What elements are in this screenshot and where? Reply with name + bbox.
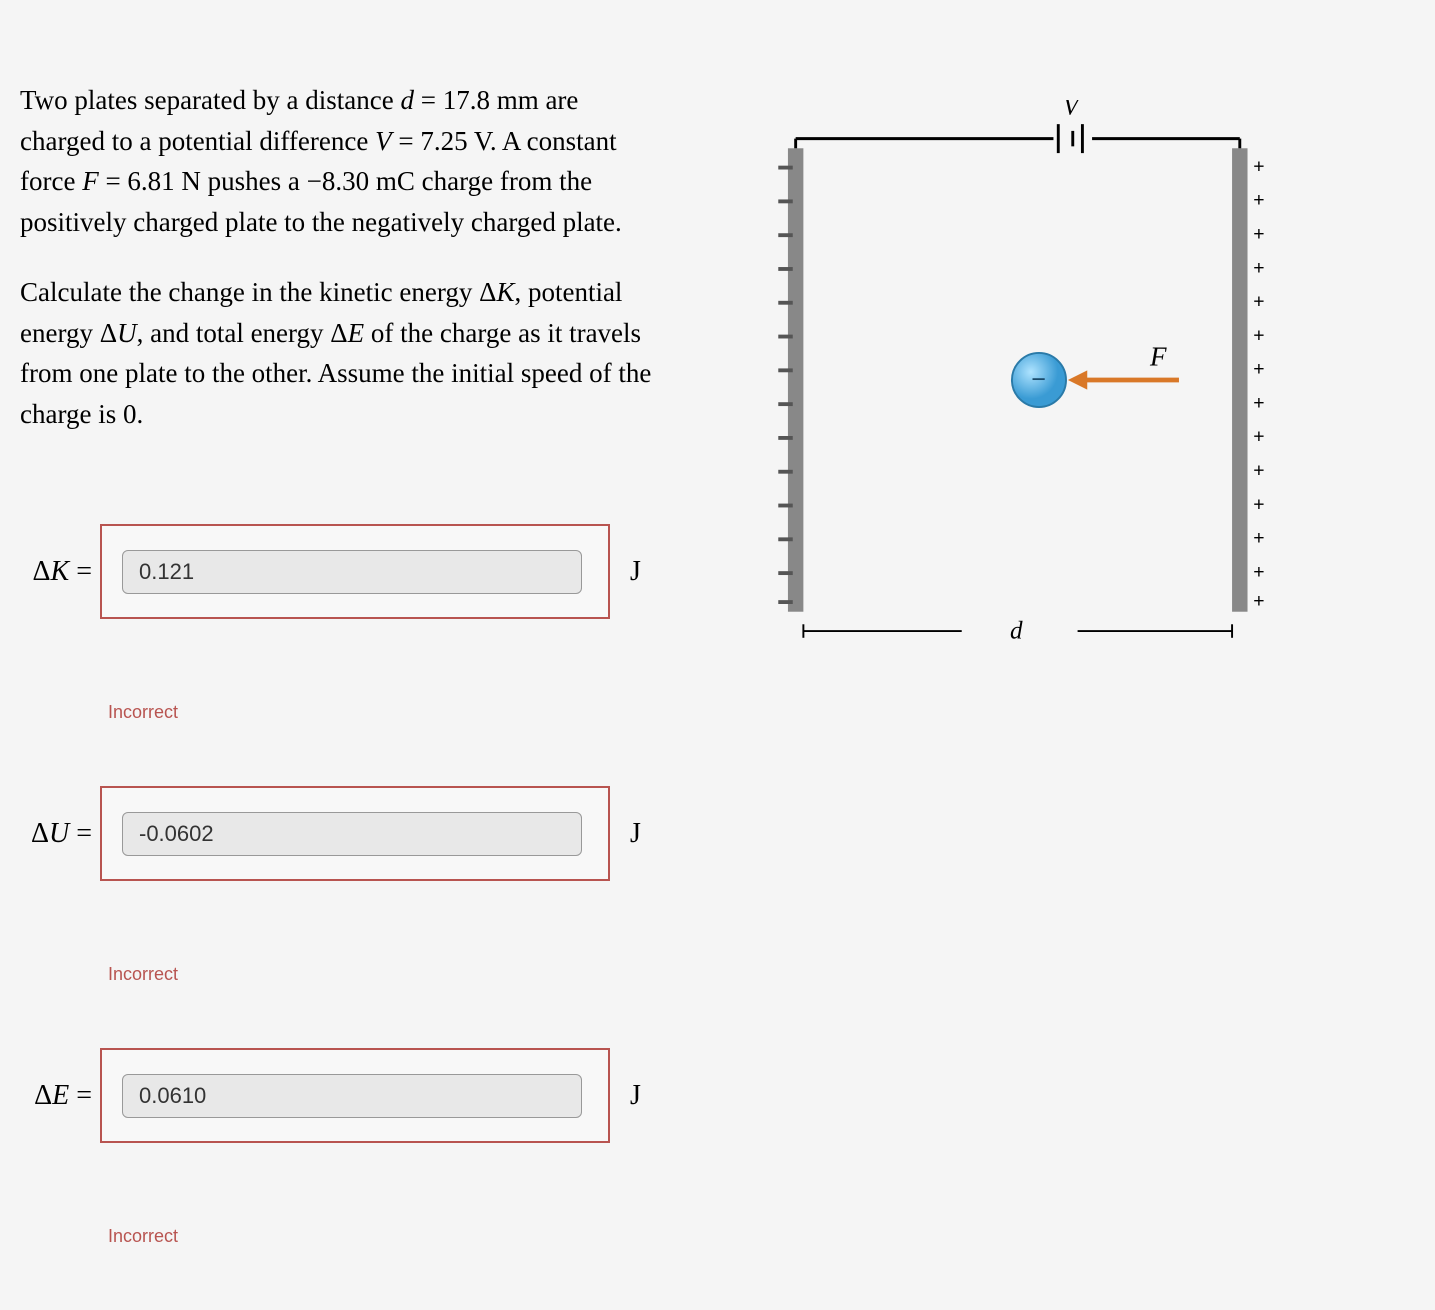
- answer-box-du: [100, 786, 610, 881]
- answers-section: ΔK = J Incorrect ΔU = J Incorrect: [20, 524, 670, 1250]
- input-de[interactable]: [122, 1074, 582, 1118]
- unit-du: J: [630, 813, 641, 855]
- left-plate: [788, 148, 803, 611]
- capacitor-diagram: + + + + + + + + + + + + + + V: [710, 100, 1310, 660]
- svg-text:+: +: [1253, 224, 1264, 245]
- problem-text-column: Two plates separated by a distance d = 1…: [20, 80, 670, 1310]
- paragraph-2: Calculate the change in the kinetic ener…: [20, 272, 670, 434]
- text: , and total energy Δ: [137, 318, 348, 348]
- svg-text:+: +: [1253, 461, 1264, 482]
- svg-text:+: +: [1253, 190, 1264, 211]
- force-arrow: [1068, 370, 1179, 389]
- var-V: V: [375, 126, 392, 156]
- answer-box-de: [100, 1048, 610, 1143]
- svg-text:+: +: [1253, 591, 1264, 612]
- svg-text:+: +: [1253, 156, 1264, 177]
- input-dk[interactable]: [122, 550, 582, 594]
- svg-text:+: +: [1253, 325, 1264, 346]
- paragraph-1: Two plates separated by a distance d = 1…: [20, 80, 670, 242]
- charge-minus: −: [1031, 366, 1046, 394]
- var-U: U: [117, 318, 137, 348]
- label-dk: ΔK =: [20, 551, 100, 593]
- right-plate: [1232, 148, 1247, 611]
- var-E: E: [348, 318, 365, 348]
- answer-group-du: ΔU = J Incorrect: [20, 786, 670, 988]
- f-label: F: [1149, 342, 1167, 372]
- v-label: V: [1063, 100, 1081, 120]
- plus-signs: + + + + + + + + + + + + + +: [1253, 156, 1264, 611]
- answer-group-dk: ΔK = J Incorrect: [20, 524, 670, 726]
- answer-box-dk: [100, 524, 610, 619]
- svg-text:+: +: [1253, 292, 1264, 313]
- svg-text:+: +: [1253, 427, 1264, 448]
- svg-text:+: +: [1253, 528, 1264, 549]
- svg-text:+: +: [1253, 562, 1264, 583]
- label-de: ΔE =: [20, 1075, 100, 1117]
- var-K: K: [496, 277, 514, 307]
- var-F: F: [82, 166, 99, 196]
- wires: [796, 124, 1240, 153]
- input-du[interactable]: [122, 812, 582, 856]
- d-label: d: [1010, 618, 1023, 645]
- unit-dk: J: [630, 551, 641, 593]
- text: Two plates separated by a distance: [20, 85, 400, 115]
- content-area: Two plates separated by a distance d = 1…: [20, 80, 1415, 1310]
- feedback-du: Incorrect: [108, 961, 670, 988]
- svg-text:+: +: [1253, 494, 1264, 515]
- diagram-column: + + + + + + + + + + + + + + V: [710, 80, 1350, 1310]
- answer-group-de: ΔE = J Incorrect: [20, 1048, 670, 1250]
- svg-text:+: +: [1253, 359, 1264, 380]
- svg-text:+: +: [1253, 393, 1264, 414]
- text: Calculate the change in the kinetic ener…: [20, 277, 496, 307]
- text: = 6.81 N pushes a −8.30 mC charge from t…: [20, 166, 622, 237]
- feedback-dk: Incorrect: [108, 699, 670, 726]
- feedback-de: Incorrect: [108, 1223, 670, 1250]
- svg-text:+: +: [1253, 258, 1264, 279]
- label-du: ΔU =: [20, 813, 100, 855]
- unit-de: J: [630, 1075, 641, 1117]
- var-d: d: [400, 85, 414, 115]
